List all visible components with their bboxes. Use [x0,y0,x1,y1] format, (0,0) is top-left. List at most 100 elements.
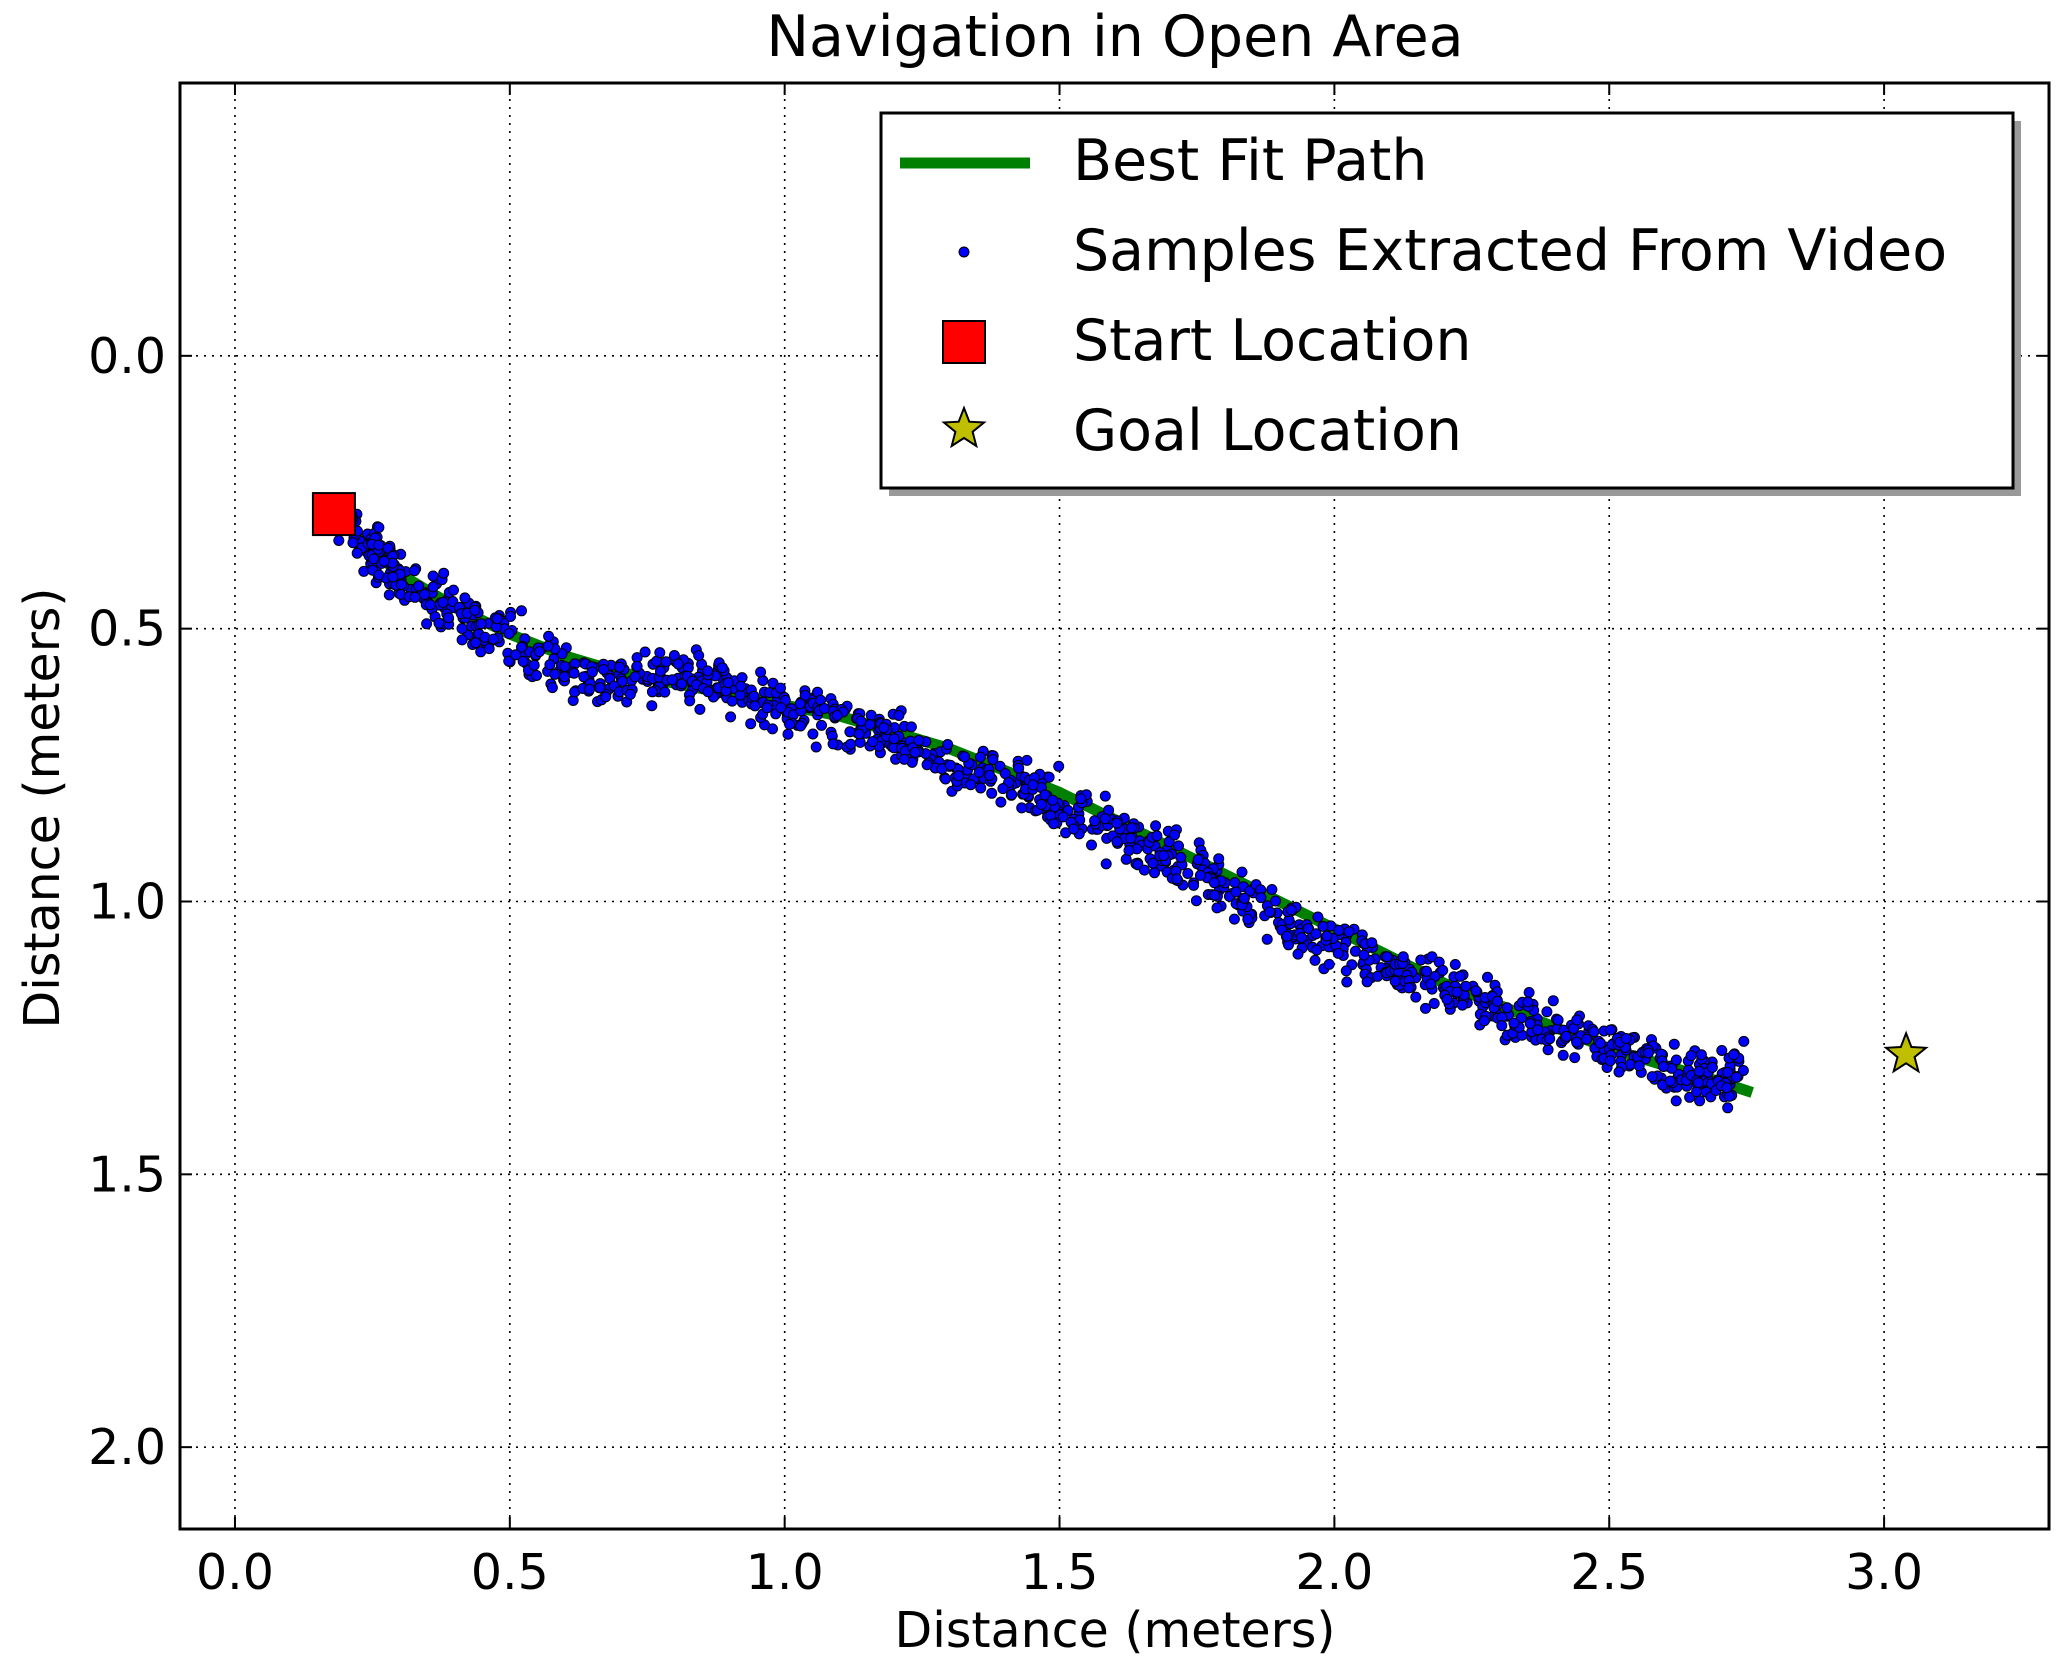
sample-point [942,739,954,750]
sample-point [940,773,951,785]
sample-point [775,682,786,694]
legend-dot-swatch [958,246,970,258]
chart-title: Navigation in Open Area [766,4,1463,70]
sample-point [1086,839,1097,851]
sample-point [1323,958,1335,970]
sample-point [1021,754,1033,766]
sample-point [1544,1033,1556,1045]
sample-point [516,641,527,653]
sample-point [827,738,839,750]
sample-point [659,686,671,698]
sample-point [726,695,738,707]
sample-point [1642,1047,1654,1059]
sample-point [1048,818,1060,830]
sample-point [469,604,481,616]
sample-point [1454,970,1466,982]
sample-point [1381,951,1393,963]
sample-point [816,719,827,731]
sample-point [1242,913,1254,925]
sample-point [997,783,1009,795]
sample-point [1613,1066,1625,1078]
sample-point [1437,964,1449,976]
x-tick-label: 0.0 [196,1544,274,1601]
sample-point [624,688,636,700]
legend-label-best-fit: Best Fit Path [1073,128,1428,194]
sample-point [409,591,421,603]
sample-point [810,741,822,753]
sample-point [409,565,420,577]
y-tick-label: 2.0 [88,1419,166,1476]
sample-point [767,677,779,689]
sample-point [1541,1006,1553,1018]
sample-point [1571,1036,1583,1048]
sample-point [676,678,688,690]
legend-star-swatch [941,405,987,449]
sample-point [544,659,556,671]
sample-point [616,675,628,687]
sample-point [965,779,977,791]
sample-point [1285,904,1297,916]
legend-box [879,111,2015,490]
sample-point [1716,1045,1728,1056]
sample-point [1441,993,1453,1005]
sample-point [1670,1095,1682,1107]
sample-point [383,589,395,601]
sample-point [818,703,830,714]
sample-point [893,710,905,721]
sample-point [722,677,734,689]
axis-ticks [180,83,2049,1529]
sample-point [378,555,390,567]
sample-point [844,726,856,738]
sample-point [594,682,606,694]
sample-point [666,674,678,686]
sample-point [1594,1037,1606,1049]
sample-point [1491,995,1503,1007]
sample-point [745,718,757,730]
sample-point [1270,895,1281,907]
sample-point [600,691,612,703]
location-markers [311,492,1929,1074]
legend-label-goal: Goal Location [1073,398,1462,464]
sample-point [1421,965,1432,977]
sample-point [867,736,879,748]
samples-layer [333,508,1750,1114]
sample-point [799,689,811,701]
sample-point [1722,1102,1734,1114]
y-tick-label: 0.0 [88,328,166,385]
sample-point [845,738,857,750]
sample-point [1571,1014,1583,1026]
y-tick-label: 0.5 [88,601,166,658]
sample-point [459,592,471,604]
sample-point [1266,884,1278,895]
sample-point [1264,906,1276,918]
sample-point [1147,857,1159,869]
sample-point [427,570,439,582]
sample-point [974,751,986,763]
sample-point [1035,798,1047,810]
sample-point [1425,978,1437,990]
sample-point [654,647,666,659]
sample-point [959,751,971,763]
sample-point [1230,886,1242,898]
sample-point [1192,854,1204,866]
sample-point [631,660,643,672]
sample-point [1508,1017,1520,1029]
sample-point [1238,892,1250,904]
sample-point [1171,873,1183,885]
sample-point [333,535,345,546]
sample-point [1581,1033,1593,1045]
sample-point [684,695,696,707]
sample-point [1126,822,1138,834]
y-tick-label: 1.0 [88,873,166,930]
sample-point [1099,790,1111,802]
sample-point [749,700,761,712]
sample-point [578,671,590,683]
sample-point [1125,832,1137,844]
sample-point [761,702,773,714]
sample-point [433,617,445,629]
sample-point [421,618,433,630]
sample-point [1208,877,1220,889]
sample-point [1292,948,1304,960]
sample-point [347,537,359,549]
sample-point [516,605,527,617]
